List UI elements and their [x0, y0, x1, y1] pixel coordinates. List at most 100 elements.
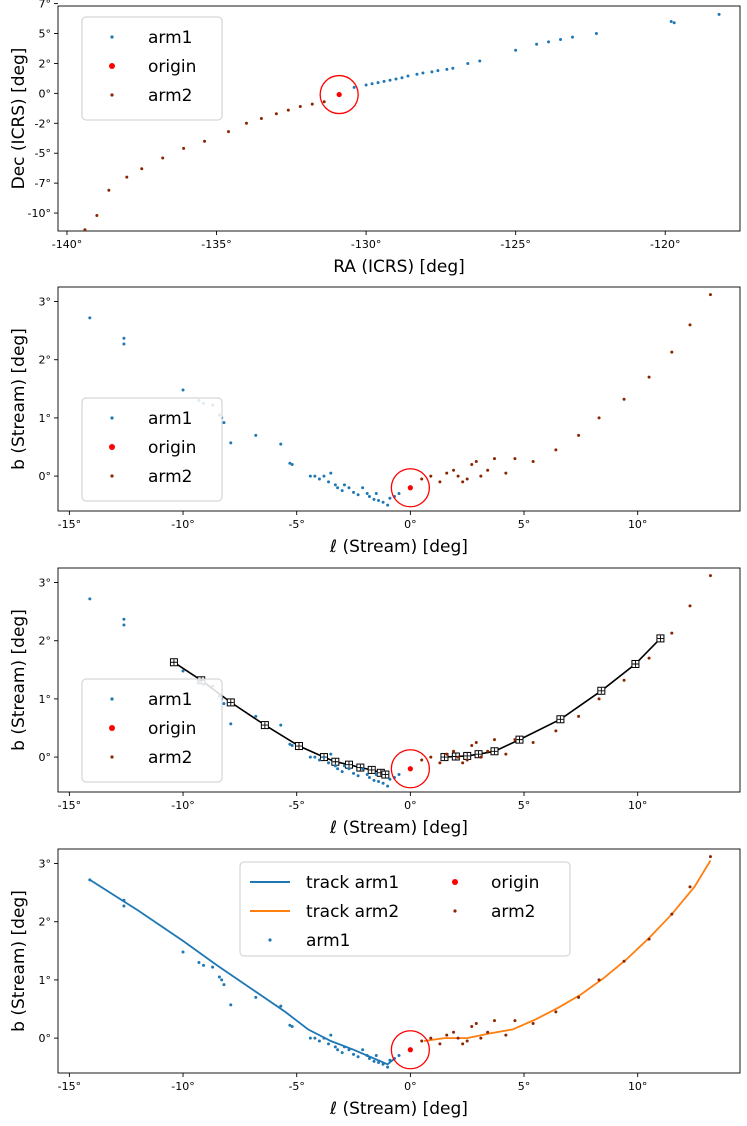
legend: arm1 origin arm2: [81, 16, 223, 121]
legend-frame: [81, 16, 223, 121]
arm1-point: [388, 78, 392, 82]
legend-label: track arm2: [306, 902, 399, 922]
arm1-point: [361, 486, 365, 490]
arm1-point: [397, 773, 401, 777]
chart-panel-3: -15° -10° -5° 0° 5° 10° 0° 1° 2° 3° ℓ (Stream) [de…: [9, 567, 741, 838]
arm1-point: [181, 669, 185, 673]
arm2-point: [161, 156, 165, 160]
arm2-point: [577, 995, 581, 999]
arm2-point: [298, 105, 302, 109]
arm2-point: [597, 978, 601, 982]
arm2-point: [429, 474, 433, 478]
arm2-point: [688, 885, 692, 889]
arm1-point: [386, 1065, 390, 1069]
arm2-point: [513, 738, 517, 742]
track-node-cross: [441, 754, 448, 761]
arm2-point: [647, 937, 651, 941]
track-node-cross: [475, 751, 482, 758]
arm1-point: [356, 493, 360, 497]
arm1-point: [317, 477, 321, 481]
legend-label: origin: [148, 438, 196, 458]
arm2-point: [622, 397, 626, 401]
arm2-point: [259, 117, 263, 120]
x-tick-label: -15°: [58, 799, 81, 812]
arm1-point: [327, 1042, 331, 1046]
arm1-point: [222, 702, 226, 706]
arm1-point: [220, 978, 224, 982]
y-tick-label: 2°: [39, 916, 52, 929]
arm2-point: [492, 457, 496, 461]
arm1-point: [406, 74, 410, 78]
arm1-point: [594, 32, 598, 36]
arm1-point: [122, 342, 126, 346]
arm1-point: [365, 1054, 369, 1058]
legend: arm1 origin arm2: [81, 678, 223, 783]
x-axis-label: ℓ (Stream) [deg]: [329, 818, 468, 838]
arm2-point: [479, 474, 483, 478]
arm1-point: [377, 499, 381, 503]
arm1-point: [374, 1054, 378, 1058]
arm1-point: [88, 316, 92, 320]
arm1-point: [367, 494, 371, 498]
arm1-point: [229, 722, 233, 726]
arm1-point: [376, 81, 380, 85]
arm2-point: [465, 758, 469, 762]
arm2-point: [474, 741, 478, 745]
arm2-point: [470, 462, 474, 466]
track-node-cross: [491, 748, 498, 755]
arm1-point: [342, 764, 346, 768]
track-node-cross: [295, 743, 302, 750]
arm1-point: [88, 878, 92, 882]
arm1-point: [365, 773, 369, 777]
x-tick-label: -10°: [171, 1080, 194, 1093]
x-tick-label: 0°: [404, 518, 417, 531]
y-tick-label: 1°: [39, 412, 52, 425]
track-node-cross: [598, 687, 605, 694]
arm1-point: [211, 965, 215, 969]
arm1-point: [254, 995, 258, 999]
arm1-point: [347, 1048, 351, 1052]
arm1-point: [201, 963, 205, 967]
arm2-point: [83, 228, 87, 231]
arm2-point: [554, 729, 558, 733]
y-axis-label: b (Stream) [deg]: [9, 609, 29, 751]
arm2-point: [456, 755, 460, 759]
arm1-point: [317, 1039, 321, 1043]
arm2-point: [531, 1022, 535, 1026]
arm1-point: [717, 12, 721, 16]
y-tick-label: 2°: [39, 354, 52, 367]
legend-handle-point: [268, 938, 272, 942]
arm1-point: [229, 1003, 233, 1007]
x-tick-label: -140°: [52, 238, 82, 251]
arm2-point: [670, 631, 674, 635]
arm2-point: [429, 755, 433, 759]
y-tick-label: 3°: [39, 577, 52, 590]
legend-frame: [81, 678, 223, 783]
arm1-point: [352, 490, 356, 494]
x-tick-label: -5°: [288, 1080, 304, 1093]
axes-frame: [57, 567, 741, 793]
arm1-point: [356, 774, 360, 778]
arm1-point: [322, 474, 326, 478]
legend-label: arm1: [148, 28, 192, 48]
arm1-point: [372, 1059, 376, 1063]
arm1-point: [347, 486, 351, 490]
arm2-point: [203, 139, 207, 143]
x-tick-label: -15°: [58, 518, 81, 531]
origin-point: [407, 766, 413, 772]
track-node-cross: [557, 716, 564, 723]
arm1-point: [388, 1058, 392, 1062]
arm2-point: [688, 323, 692, 327]
arm1-point: [388, 777, 392, 781]
legend-handle-dot: [109, 63, 115, 69]
origin-point: [407, 485, 413, 491]
arm2-point: [470, 1024, 474, 1028]
y-tick-label: 0°: [39, 1032, 52, 1045]
x-tick-label: -5°: [288, 799, 304, 812]
arm1-point: [340, 770, 344, 774]
arm1-point: [381, 781, 385, 785]
arm2-point: [708, 293, 712, 297]
arm1-point: [669, 20, 673, 24]
origin-point: [336, 91, 342, 98]
legend-handle-point: [110, 35, 114, 39]
